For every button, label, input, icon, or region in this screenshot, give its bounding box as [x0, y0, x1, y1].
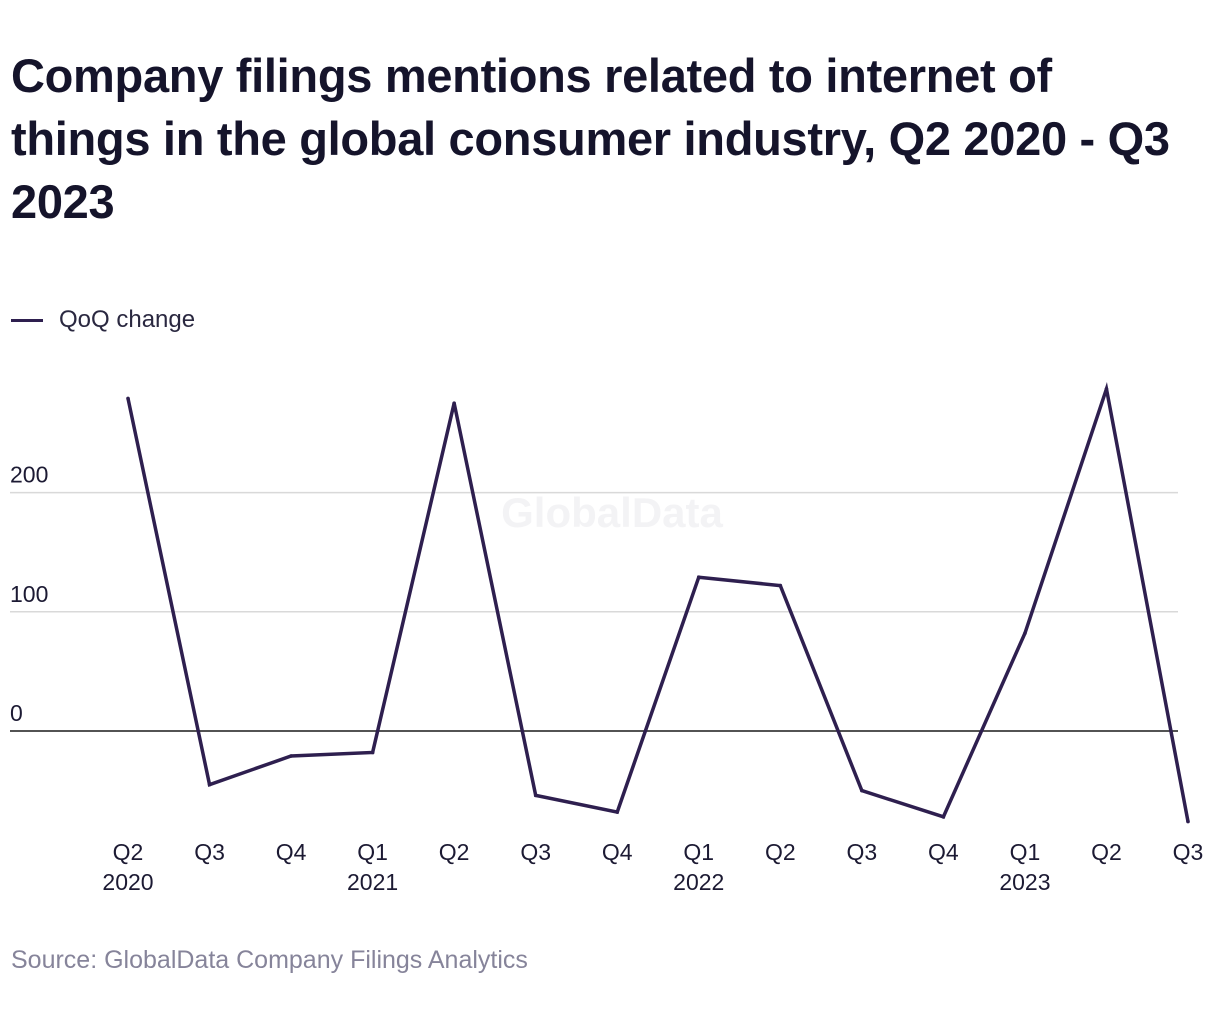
- data-point: [696, 575, 701, 580]
- x-tick-label: Q1: [1010, 839, 1041, 865]
- legend-label: QoQ change: [59, 306, 196, 333]
- x-tick-year-label: 2022: [673, 869, 724, 895]
- x-tick-label: Q4: [928, 839, 959, 865]
- y-tick-label: 200: [10, 462, 48, 488]
- x-tick-label: Q1: [683, 839, 714, 865]
- data-point: [1023, 631, 1027, 636]
- data-point: [207, 782, 212, 787]
- data-point: [533, 793, 538, 798]
- data-point: [860, 788, 864, 793]
- x-tick-label: Q2: [765, 839, 796, 865]
- series-line-qoq-change: [126, 381, 1190, 822]
- y-tick-label: 0: [10, 700, 23, 726]
- legend-swatch: [11, 318, 43, 322]
- watermark: GlobalData: [501, 489, 723, 536]
- x-tick-label: Q3: [520, 839, 551, 865]
- data-point: [778, 583, 783, 588]
- data-point: [370, 750, 375, 755]
- data-point: [1104, 387, 1109, 391]
- source-note: Source: GlobalData Company Filings Analy…: [11, 946, 528, 974]
- chart-title: Company filings mentions related to inte…: [11, 49, 1170, 228]
- x-tick-label: Q3: [194, 839, 225, 865]
- x-tick-label: Q3: [1173, 839, 1204, 865]
- x-tick-label: Q4: [276, 839, 307, 865]
- y-tick-label: 100: [10, 581, 48, 607]
- x-tick-year-label: 2023: [999, 869, 1050, 895]
- data-point: [289, 754, 293, 758]
- x-tick-label: Q1: [357, 839, 388, 865]
- x-tick-label: Q2: [1091, 839, 1122, 865]
- x-tick-year-label: 2020: [102, 869, 153, 895]
- data-point: [126, 396, 130, 401]
- x-tick-year-label: 2021: [347, 869, 398, 895]
- data-point: [1186, 819, 1190, 824]
- legend: QoQ change: [11, 306, 195, 334]
- x-tick-label: Q4: [602, 839, 633, 865]
- data-point: [941, 815, 946, 819]
- x-tick-label: Q2: [439, 839, 470, 865]
- x-tick-label: Q3: [847, 839, 878, 865]
- data-point: [452, 401, 456, 406]
- x-tick-label: Q2: [113, 839, 144, 865]
- data-point: [615, 810, 620, 814]
